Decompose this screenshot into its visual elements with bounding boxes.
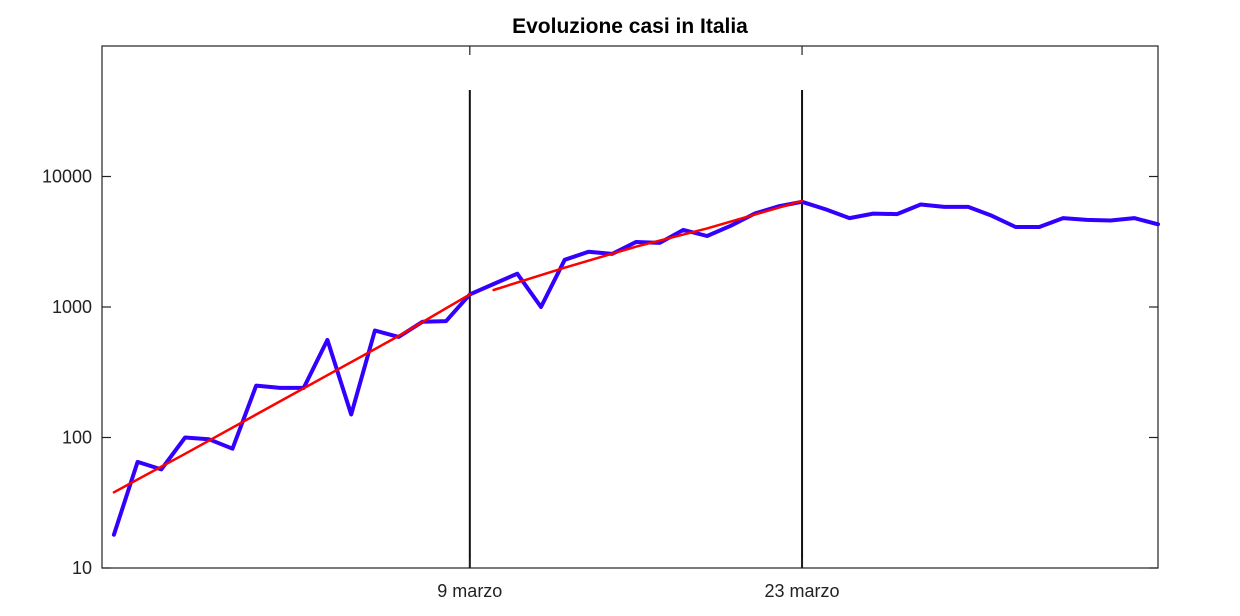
- series-layer: [111, 199, 1160, 537]
- series-line-fit-2: [492, 199, 804, 292]
- vertical-markers: [468, 90, 804, 568]
- series-line-daily: [111, 199, 1160, 537]
- plot-frame: [101, 45, 1159, 569]
- series-line-fit-1: [112, 293, 472, 494]
- chart-title: Evoluzione casi in Italia: [512, 15, 748, 38]
- axis-tick-labels: 10 100 1000 10000 9 marzo 23 marzo: [42, 167, 840, 602]
- x-tick-label-2: 23 marzo: [765, 581, 840, 601]
- y-tick-label-1000: 1000: [52, 297, 92, 317]
- y-tick-label-10: 10: [72, 558, 92, 578]
- axis-ticks: [102, 46, 1158, 569]
- x-tick-label-1: 9 marzo: [437, 581, 502, 601]
- y-tick-label-100: 100: [62, 428, 92, 448]
- y-tick-label-10000: 10000: [42, 167, 92, 187]
